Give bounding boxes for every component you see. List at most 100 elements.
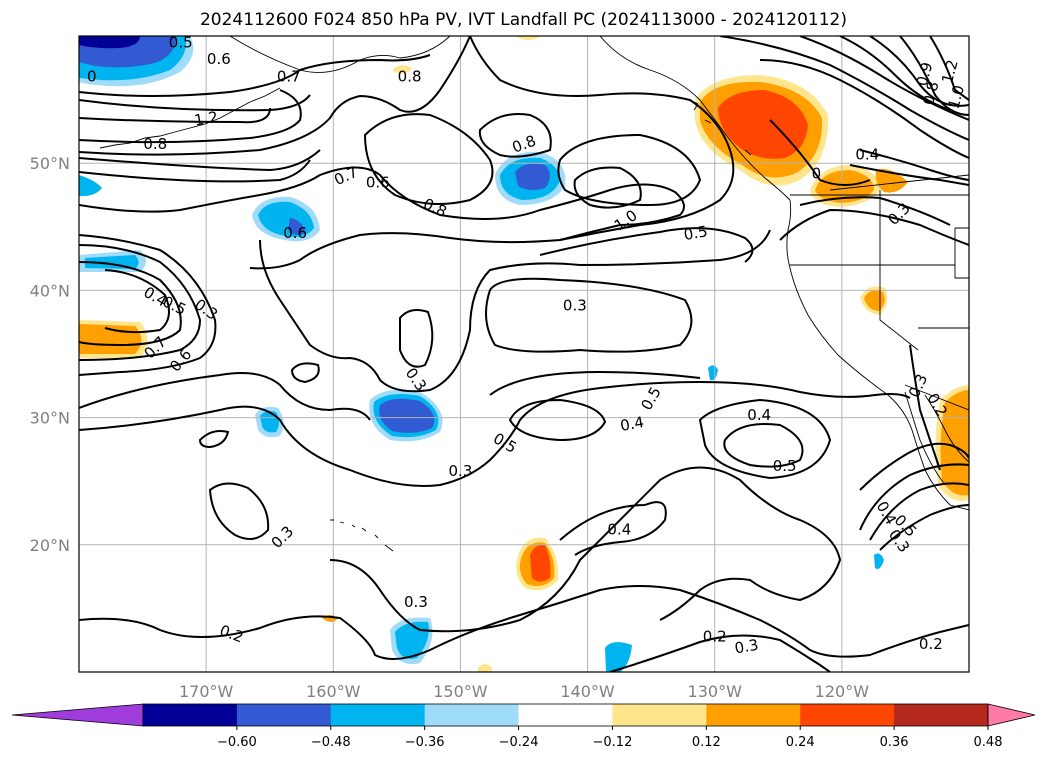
shade-30n-blue	[379, 398, 435, 433]
contour-label: 0.4	[747, 406, 771, 424]
contour-label: 0.2	[703, 627, 727, 645]
longitude-tick-label: 130°W	[688, 682, 743, 701]
colorbar-swatch	[330, 704, 426, 726]
contour-label: 0.3	[448, 462, 472, 480]
contour-label-text: 0.8	[919, 79, 943, 107]
contour-label-text: 0.8	[143, 135, 167, 153]
contour-label: 0.6	[207, 50, 231, 68]
contour-north-2	[79, 94, 311, 112]
contour-ring-mid-1	[363, 113, 494, 205]
colorbar-swatch	[424, 704, 520, 726]
colorbar-swatch	[894, 704, 989, 726]
alaska-panhandle	[599, 36, 791, 201]
contour-label-text: 0.3	[268, 522, 298, 552]
contour-label: 0	[87, 68, 97, 86]
shade-gulf-cyan	[874, 553, 884, 569]
contour-label: 0.8	[420, 195, 449, 221]
contour-label: 0	[812, 164, 822, 182]
contour-label-text: 0.7	[277, 68, 301, 86]
contour-label: 1.2	[938, 58, 962, 86]
us-west-coast	[786, 199, 969, 511]
contour-label: 1.0	[611, 206, 641, 234]
contour-label-text: 0.4	[855, 145, 879, 163]
pv-contours	[79, 36, 969, 672]
contour-ne-7	[929, 36, 969, 101]
contour-label-text: 0.6	[207, 50, 231, 68]
shade-small-orange-4	[392, 65, 412, 74]
coastlines	[99, 36, 969, 552]
colorbar-swatch	[800, 704, 895, 726]
shade-idaho-orange	[875, 168, 908, 193]
contour-ne-5	[869, 36, 969, 107]
baja-coast	[904, 391, 946, 486]
contour-ne-6	[899, 36, 969, 116]
map-frame	[78, 35, 970, 673]
contour-label-text: 0.4	[747, 406, 771, 424]
contour-label-text: 0.6	[166, 345, 195, 375]
contour-label: 0.3	[268, 522, 298, 552]
shade-hawaii-east-red	[530, 544, 551, 582]
contour-label-text: 0.3	[448, 462, 472, 480]
contour-label: 0.5	[169, 33, 193, 51]
contour-label-text: 0.4	[607, 521, 631, 539]
canada-us-border	[829, 174, 969, 191]
contour-label: 0.6	[366, 173, 390, 191]
contour-label: 1.0	[945, 83, 969, 111]
shade-small-orange-2	[478, 664, 492, 672]
contour-ne-8	[859, 149, 969, 181]
contour-label-text: 0.3	[191, 295, 221, 323]
aleutian-chain	[99, 87, 281, 149]
contour-small-ring-3	[208, 482, 270, 540]
contour-0.3-ring-small	[399, 309, 434, 368]
bc-islands	[689, 99, 752, 156]
contour-north-3	[79, 107, 271, 124]
contour-small-ring-2	[198, 430, 230, 449]
colorbar-tick-label: −0.24	[499, 735, 539, 750]
contour-label-text: 0.5	[682, 222, 709, 244]
contour-label-text: 0.2	[703, 627, 727, 645]
colorbar: −0.60 −0.48 −0.36 −0.24 −0.12 0.12 0.24 0.36 0.4…	[11, 703, 1036, 750]
contour-label-text: 0.8	[420, 195, 449, 221]
colorbar-tick-label: −0.12	[593, 735, 633, 750]
shade-small-orange-3	[515, 36, 540, 40]
contour-label: 0.8	[143, 135, 167, 153]
contour-label: 0.5	[773, 457, 797, 475]
contour-north-7	[79, 159, 311, 183]
contour-nw-2	[799, 196, 951, 226]
contour-label: 0.9	[913, 60, 937, 88]
shade-40n-left-b	[85, 255, 139, 269]
longitude-tick-label: 120°W	[815, 682, 870, 701]
shade-130w-small	[708, 365, 718, 381]
colorbar-swatch	[612, 704, 707, 726]
shade-south-cyan2	[605, 642, 632, 672]
latitude-tick-label: 50°N	[30, 154, 70, 173]
colorbar-frame	[142, 703, 989, 727]
contour-label-text: 0.2	[217, 621, 246, 646]
contour-label: 0.5	[682, 222, 709, 244]
contour-label: 0.3	[404, 593, 428, 611]
contour-0.3-large	[259, 229, 771, 393]
contour-label-text: 0.5	[169, 33, 193, 51]
colorbar-swatch	[143, 704, 238, 726]
contour-east-3	[879, 504, 969, 551]
contour-ne-9	[849, 164, 969, 186]
contour-0.3-south	[329, 466, 842, 633]
contour-label-text: 1.0	[945, 83, 969, 111]
contour-label-text: 1.2	[193, 108, 220, 130]
latitude-tick-label: 40°N	[30, 281, 70, 300]
contour-label: 0.4	[607, 521, 631, 539]
shade-nw-navy	[79, 36, 140, 49]
contour-label: 0.4	[855, 145, 879, 163]
contour-north-6	[79, 149, 321, 172]
contour-0.4-mid	[489, 370, 701, 396]
contour-0.2-south-2	[609, 634, 831, 672]
colorbar-tick-label: −0.36	[405, 735, 445, 750]
contour-north-5	[79, 36, 471, 156]
shade-bc-red	[718, 90, 808, 159]
contour-label-text: 0.5	[490, 429, 520, 457]
contour-ring-upper-left-2	[79, 244, 202, 361]
latitude-tick-label: 20°N	[30, 536, 70, 555]
contour-label: 0.7	[277, 68, 301, 86]
contour-label: 0.5	[490, 429, 520, 457]
contour-small-ring-1	[290, 362, 320, 384]
